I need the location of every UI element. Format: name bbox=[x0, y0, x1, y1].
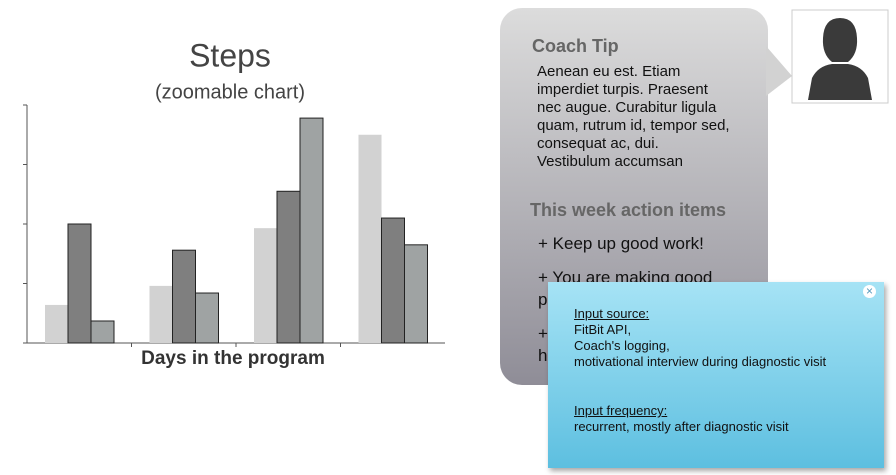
bar bbox=[358, 134, 382, 343]
bar bbox=[276, 190, 301, 344]
bar bbox=[172, 249, 196, 344]
coach-line: consequat ac, dui. bbox=[537, 135, 659, 152]
avatar-icon bbox=[808, 18, 872, 100]
bar bbox=[195, 292, 219, 344]
bar bbox=[299, 117, 324, 344]
avatar-bg bbox=[795, 13, 885, 100]
actions-title: This week action items bbox=[530, 200, 727, 220]
coach-title: Coach Tip bbox=[532, 36, 619, 56]
coach-body: Aenean eu est. Etiam imperdiet turpis. Pr… bbox=[537, 63, 730, 171]
coach-line: Aenean eu est. Etiam bbox=[537, 63, 681, 80]
frequency-lines: recurrent, mostly after diagnostic visit bbox=[574, 419, 789, 435]
source-lines: FitBit API, Coach's logging, motivational … bbox=[574, 322, 826, 370]
chart-title: Steps bbox=[189, 37, 271, 73]
action-line: + bbox=[538, 324, 548, 343]
bar bbox=[149, 285, 173, 343]
source-line: motivational interview during diagnostic… bbox=[574, 354, 827, 369]
avatar-frame bbox=[791, 9, 889, 104]
source-label: Input source: bbox=[574, 306, 650, 321]
chart: Steps (zoomable chart) Days in the progr… bbox=[23, 37, 445, 369]
bubble-pointer bbox=[766, 46, 792, 96]
coach-line: nec augue. Curabitur ligula bbox=[537, 99, 717, 116]
bar bbox=[90, 320, 115, 344]
action-item: + Keep up good work! bbox=[538, 233, 712, 255]
close-button[interactable]: × bbox=[863, 285, 876, 298]
bar bbox=[67, 223, 92, 344]
action-line: + Keep up good work! bbox=[538, 234, 704, 253]
bar bbox=[254, 228, 277, 343]
bar bbox=[404, 244, 428, 344]
coach-line: Vestibulum accumsan bbox=[537, 153, 683, 170]
frequency-label: Input frequency: bbox=[574, 403, 668, 418]
frequency-line: recurrent, mostly after diagnostic visit bbox=[574, 419, 789, 434]
bar bbox=[45, 304, 68, 343]
coach-line: quam, rutrum id, tempor sed, bbox=[537, 117, 730, 134]
coach-line: imperdiet turpis. Praesent bbox=[537, 81, 708, 98]
chart-subtitle: (zoomable chart) bbox=[155, 81, 305, 103]
source-line: Coach's logging, bbox=[574, 338, 670, 353]
source-line: FitBit API, bbox=[574, 322, 632, 337]
bar bbox=[381, 217, 405, 344]
x-axis-label: Days in the program bbox=[141, 348, 325, 369]
sticky-note: × Input source: FitBit API, Coach's loggi… bbox=[548, 282, 884, 468]
